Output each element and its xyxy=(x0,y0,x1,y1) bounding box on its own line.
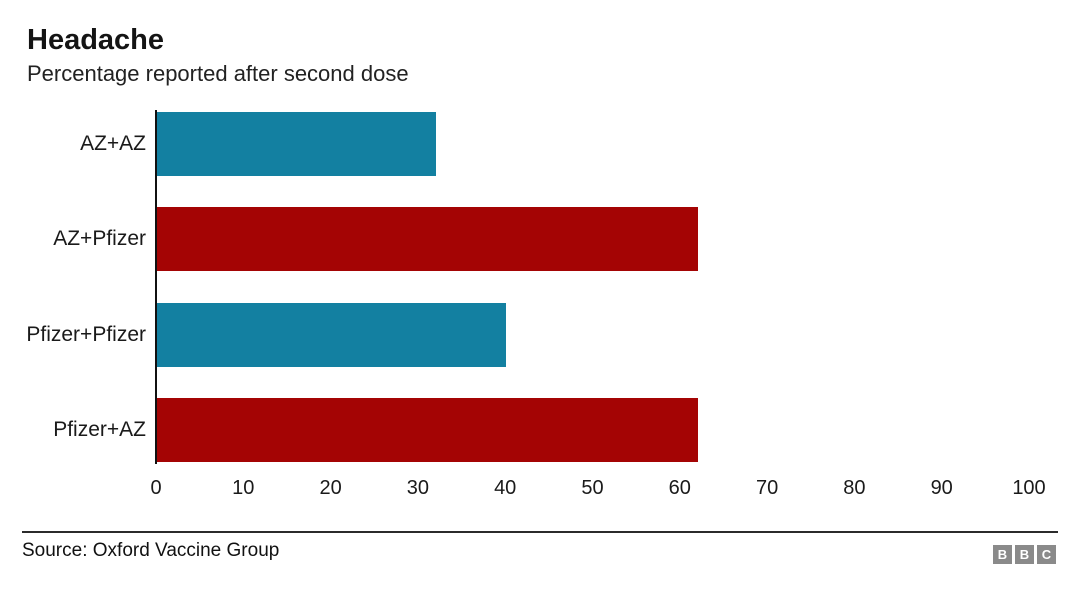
x-tick-label: 40 xyxy=(494,477,517,499)
category-label: Pfizer+Pfizer xyxy=(26,322,146,346)
bbc-logo-block: B xyxy=(993,545,1012,564)
x-tick-label: 10 xyxy=(232,477,255,499)
x-tick-label: 70 xyxy=(755,477,779,499)
bar-row: Pfizer+AZ xyxy=(0,398,1080,463)
x-tick-label: 50 xyxy=(581,477,604,499)
category-label: Pfizer+AZ xyxy=(53,418,146,442)
x-tick-label: 0 xyxy=(150,477,162,499)
chart-subtitle: Percentage reported after second dose xyxy=(27,61,409,86)
x-tick-label: 80 xyxy=(843,477,866,499)
bar xyxy=(157,207,698,272)
source-text: Source: Oxford Vaccine Group xyxy=(22,540,280,561)
category-label: AZ+AZ xyxy=(80,132,146,155)
x-tick-label: 60 xyxy=(668,477,691,499)
x-tick-label: 90 xyxy=(930,477,953,499)
chart-title: Headache xyxy=(27,24,165,56)
bar-row: AZ+AZ xyxy=(0,112,1080,176)
bar-chart: AZ+AZ AZ+Pfizer Pfizer+Pfizer Pfizer+AZ 0 10… xyxy=(0,110,1080,499)
y-axis-line xyxy=(155,110,157,464)
bar-row: Pfizer+Pfizer xyxy=(0,302,1080,367)
bbc-logo-block: B xyxy=(1015,545,1034,564)
bar xyxy=(157,302,506,367)
bar xyxy=(157,398,698,463)
footer-divider xyxy=(22,531,1058,533)
bar xyxy=(157,112,436,176)
bbc-logo-block: C xyxy=(1037,545,1056,564)
bar-row: AZ+Pfizer xyxy=(0,207,1080,272)
x-tick-label: 20 xyxy=(319,477,342,499)
x-tick-label: 30 xyxy=(406,477,430,499)
x-tick-label: 100 xyxy=(1012,477,1046,499)
category-label: AZ+Pfizer xyxy=(53,227,146,251)
